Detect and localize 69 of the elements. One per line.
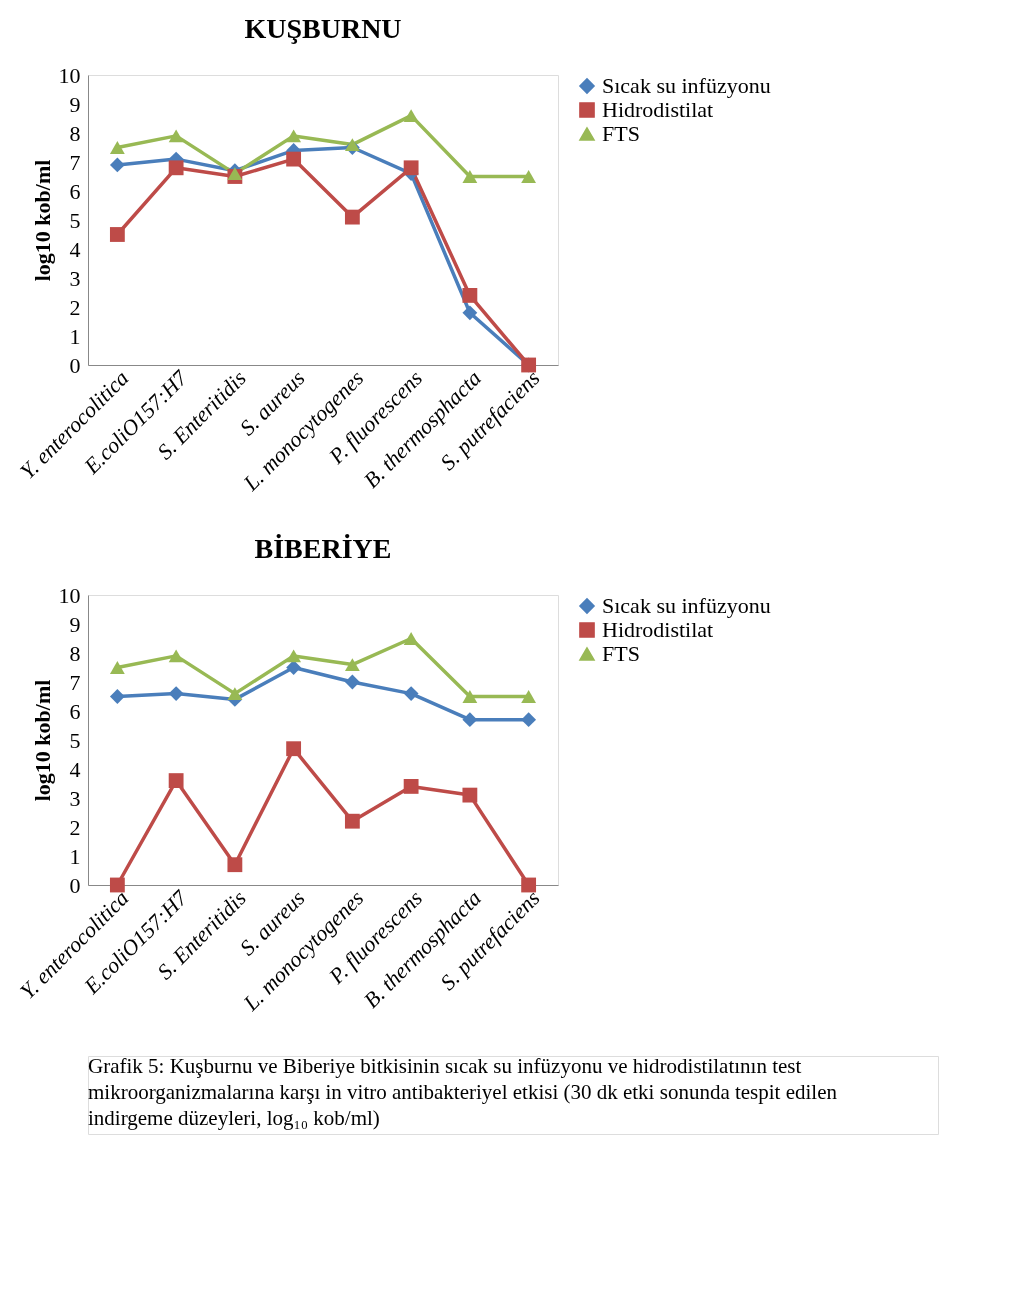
point — [403, 778, 419, 794]
point — [168, 129, 184, 143]
y-tick-label: 8 — [69, 120, 81, 146]
point — [168, 160, 184, 176]
legend-label: Sıcak su infüzyonu — [602, 73, 771, 98]
y-tick-label: 4 — [69, 236, 81, 262]
point — [168, 686, 184, 702]
y-tick-label: 3 — [69, 265, 81, 291]
legend-label: FTS — [602, 641, 640, 666]
y-tick-label: 7 — [69, 149, 81, 175]
y-tick-label: 6 — [69, 698, 81, 724]
point — [403, 160, 419, 176]
y-tick-label: 10 — [58, 582, 81, 608]
legend-label: Hidrodistilat — [602, 617, 714, 642]
point — [344, 674, 360, 690]
point — [403, 632, 419, 645]
y-tick-label: 2 — [69, 814, 81, 840]
point — [168, 773, 184, 789]
point — [462, 305, 478, 321]
point — [521, 690, 537, 703]
chart-title: BİBERİYE — [254, 533, 392, 564]
point — [462, 287, 478, 303]
y-tick-label: 7 — [69, 669, 81, 695]
y-tick-label: 9 — [69, 91, 81, 117]
point — [462, 787, 478, 803]
point — [109, 141, 125, 154]
y-tick-label: 0 — [69, 872, 81, 898]
point — [462, 712, 478, 728]
point — [521, 170, 537, 183]
point — [227, 687, 243, 701]
legend-label: FTS — [602, 121, 640, 146]
y-tick-label: 1 — [69, 843, 81, 869]
y-tick-label: 2 — [69, 294, 81, 320]
point — [227, 857, 243, 873]
y-tick-label: 0 — [69, 352, 81, 378]
y-axis-title: log10 kob/ml — [29, 159, 55, 282]
y-tick-label: 4 — [69, 756, 81, 782]
y-tick-label: 5 — [69, 207, 81, 233]
point — [344, 813, 360, 829]
y-tick-label: 6 — [69, 178, 81, 204]
point — [521, 877, 537, 893]
point — [168, 649, 184, 663]
point — [109, 661, 125, 674]
y-tick-label: 8 — [69, 640, 81, 666]
point — [462, 170, 478, 183]
point — [403, 109, 419, 123]
point — [286, 649, 302, 663]
point — [286, 129, 302, 143]
y-tick-label: 1 — [69, 323, 81, 349]
point — [286, 660, 302, 675]
chart-title: KUŞBURNU — [244, 13, 402, 44]
point — [109, 689, 125, 704]
point — [109, 157, 125, 173]
y-tick-label: 10 — [58, 62, 81, 88]
point — [344, 658, 360, 672]
point — [403, 686, 419, 702]
y-tick-label: 5 — [69, 727, 81, 753]
y-axis-title: log10 kob/ml — [29, 679, 55, 802]
point — [286, 151, 302, 167]
point — [109, 227, 125, 242]
point — [521, 712, 537, 728]
point — [344, 209, 360, 225]
y-tick-label: 3 — [69, 785, 81, 811]
point — [462, 690, 478, 703]
y-tick-label: 9 — [69, 611, 81, 637]
point — [286, 741, 302, 757]
text: Grafik 5: Kuşburnu ve Biberiye bitkisinin sıcak su infüzyonu ve hidrodistilatının test mikroorganizmalarına karşı in vitro antibakteriyel etkisi (30 dk etki sonunda tespit edilen indirgeme düzeyleri, log₁₀ kob/ml) — [88, 1054, 838, 1130]
legend-label: Sıcak su infüzyonu — [602, 593, 771, 618]
legend-label: Hidrodistilat — [602, 97, 714, 122]
